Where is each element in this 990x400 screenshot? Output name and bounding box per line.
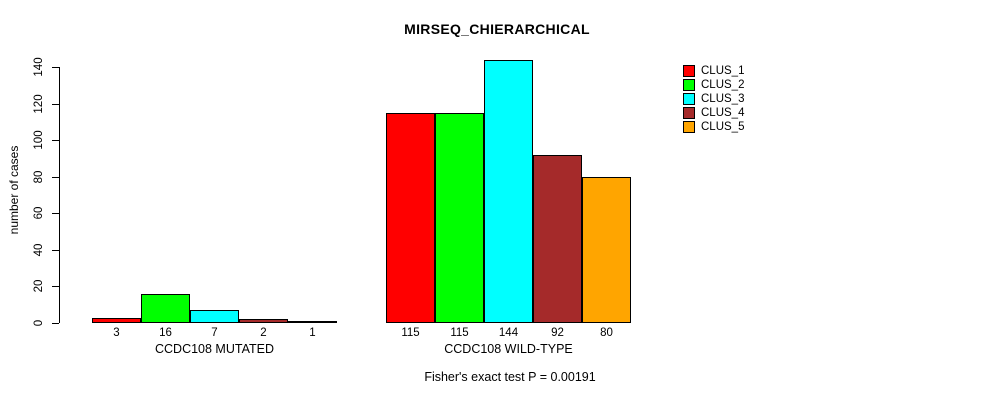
y-axis-tick-label: 0 (33, 319, 45, 327)
bar-value-label: 2 (260, 327, 267, 339)
y-axis-tick-label: 40 (33, 243, 45, 257)
bar-value-label: 7 (211, 327, 218, 339)
x-group-label: CCDC108 WILD-TYPE (444, 342, 573, 356)
y-axis-tick (52, 213, 59, 214)
y-axis-tick (52, 177, 59, 178)
bar-clus_3-mutated (190, 310, 239, 323)
y-axis-tick-label: 80 (33, 170, 45, 184)
legend-item-label: CLUS_5 (701, 120, 745, 133)
y-axis-label: number of cases (7, 145, 21, 235)
bar-clus_3-wildtype (484, 60, 533, 323)
legend-item-label: CLUS_1 (701, 64, 745, 77)
y-axis-tick-label: 60 (33, 206, 45, 220)
y-axis-tick-label: 120 (33, 94, 45, 114)
fisher-test-caption: Fisher's exact test P = 0.00191 (424, 370, 596, 384)
bar-value-label: 92 (551, 327, 564, 339)
legend-swatch-icon (683, 92, 695, 105)
bar-value-label: 115 (401, 327, 420, 339)
bar-value-label: 3 (113, 327, 120, 339)
y-axis-tick (52, 286, 59, 287)
legend-item-clus_4: CLUS_4 (683, 106, 744, 119)
x-group-label: CCDC108 MUTATED (155, 342, 274, 356)
bar-value-label: 16 (159, 327, 172, 339)
bar-clus_4-wildtype (533, 155, 582, 323)
legend-item-label: CLUS_2 (701, 78, 745, 91)
bar-clus_5-wildtype (582, 177, 631, 323)
legend-item-clus_5: CLUS_5 (683, 120, 744, 133)
bar-value-label: 144 (498, 327, 519, 339)
bar-clus_2-mutated (141, 294, 190, 323)
chart-title: MIRSEQ_CHIERARCHICAL (404, 21, 590, 37)
legend-swatch-icon (683, 120, 695, 133)
bar-value-label: 115 (450, 327, 469, 339)
legend-item-clus_1: CLUS_1 (683, 64, 744, 77)
y-axis-tick (52, 323, 59, 324)
y-axis-line (59, 67, 60, 323)
bar-value-label: 80 (600, 327, 613, 339)
bar-clus_4-mutated (239, 319, 288, 323)
legend-swatch-icon (683, 106, 695, 119)
legend-item-label: CLUS_3 (701, 92, 745, 105)
y-axis-tick-label: 20 (33, 279, 45, 293)
legend-item-clus_2: CLUS_2 (683, 78, 744, 91)
y-axis-tick (52, 250, 59, 251)
y-axis-tick (52, 140, 59, 141)
y-axis-tick (52, 104, 59, 105)
bar-clus_1-mutated (92, 318, 141, 323)
y-axis-tick-label: 100 (33, 130, 45, 150)
bar-clus_2-wildtype (435, 113, 484, 323)
legend-swatch-icon (683, 64, 695, 77)
bar-clus_5-mutated (288, 321, 337, 323)
legend-item-label: CLUS_4 (701, 106, 745, 119)
y-axis-tick-label: 140 (33, 57, 45, 77)
legend-swatch-icon (683, 78, 695, 91)
y-axis-tick (52, 67, 59, 68)
bar-value-label: 1 (309, 327, 316, 339)
bar-clus_1-wildtype (386, 113, 435, 323)
legend-item-clus_3: CLUS_3 (683, 92, 744, 105)
